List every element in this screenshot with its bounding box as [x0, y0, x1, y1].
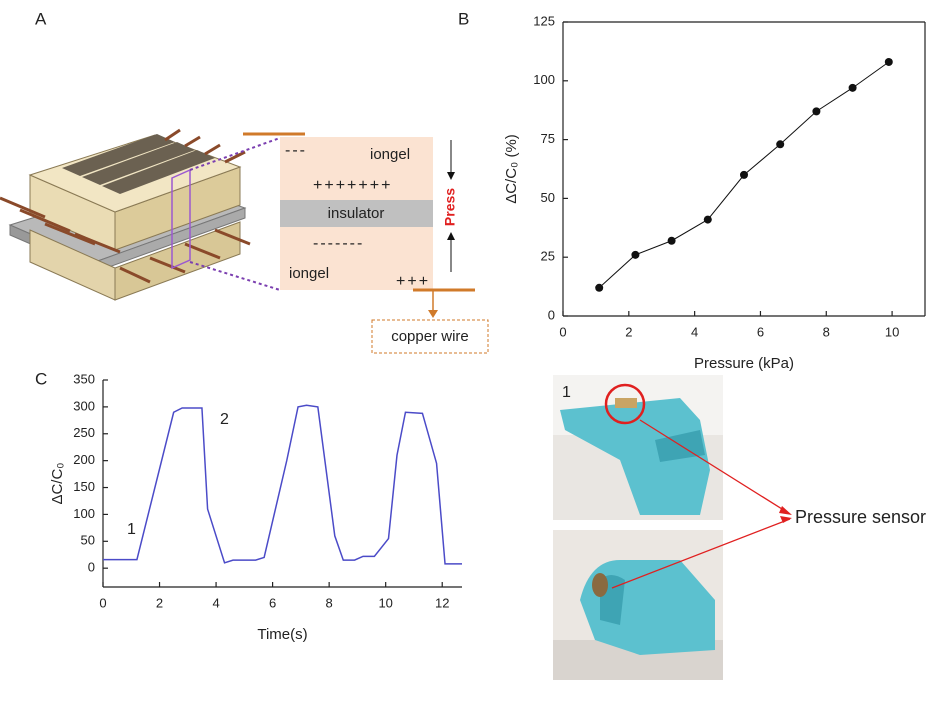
- x-tick-label: 6: [757, 324, 764, 339]
- x-tick-label: 6: [269, 595, 276, 610]
- y-axis-title: ΔC/C₀ (%): [503, 134, 520, 204]
- x-tick-label: 12: [435, 595, 449, 610]
- y-tick-label: 125: [533, 13, 555, 28]
- y-tick-label: 25: [541, 249, 555, 264]
- panel-label: B: [458, 9, 469, 28]
- x-tick-label: 4: [691, 324, 698, 339]
- y-tick-label: 100: [73, 506, 95, 521]
- panel-label: A: [35, 9, 47, 28]
- charge-label: +++: [396, 273, 430, 290]
- x-tick-label: 0: [99, 595, 106, 610]
- x-tick-label: 10: [885, 324, 899, 339]
- annotation: 1: [127, 521, 136, 538]
- x-tick-label: 2: [156, 595, 163, 610]
- y-tick-label: 0: [88, 560, 95, 575]
- photo-label: 1: [562, 384, 571, 401]
- layer-label: insulator: [328, 205, 385, 222]
- layer-label: iongel: [370, 146, 410, 163]
- y-tick-label: 100: [533, 72, 555, 87]
- panel-label: C: [35, 369, 47, 388]
- charge-label: ---: [285, 142, 307, 159]
- photo: [553, 375, 723, 520]
- x-tick-label: 8: [326, 595, 333, 610]
- y-tick-label: 0: [548, 307, 555, 322]
- x-tick-label: 0: [559, 324, 566, 339]
- data-point: [667, 236, 676, 245]
- x-axis-title: Time(s): [257, 626, 307, 643]
- press-label: Press: [442, 188, 458, 226]
- data-point: [812, 107, 821, 116]
- y-tick-label: 200: [73, 452, 95, 467]
- x-tick-label: 8: [823, 324, 830, 339]
- y-tick-label: 250: [73, 425, 95, 440]
- x-tick-label: 4: [212, 595, 219, 610]
- data-point: [740, 170, 748, 179]
- y-tick-label: 150: [73, 479, 95, 494]
- x-tick-label: 2: [625, 324, 632, 339]
- data-point: [848, 83, 857, 92]
- data-point: [703, 215, 712, 224]
- callout-label: Pressure sensor: [795, 507, 926, 527]
- device-illustration: [0, 128, 281, 301]
- data-point: [595, 283, 604, 292]
- photo: [553, 530, 723, 680]
- data-point: [884, 57, 893, 66]
- annotation: 2: [220, 411, 229, 428]
- y-tick-label: 350: [73, 371, 95, 386]
- layer-schematic: [243, 132, 489, 354]
- x-tick-label: 10: [378, 595, 392, 610]
- layer-label: iongel: [289, 265, 329, 282]
- y-tick-label: 50: [541, 190, 555, 205]
- y-tick-label: 75: [541, 131, 555, 146]
- charge-label: +++++++: [313, 177, 392, 194]
- x-axis-title: Pressure (kPa): [694, 355, 794, 372]
- y-tick-label: 50: [81, 533, 95, 548]
- wire-label: copper wire: [391, 328, 469, 345]
- data-point: [631, 250, 640, 259]
- y-tick-label: 300: [73, 398, 95, 413]
- data-line: [103, 404, 462, 565]
- charge-label: -------: [313, 235, 364, 252]
- data-point: [776, 140, 785, 149]
- y-axis-title: ΔC/C₀: [49, 462, 66, 504]
